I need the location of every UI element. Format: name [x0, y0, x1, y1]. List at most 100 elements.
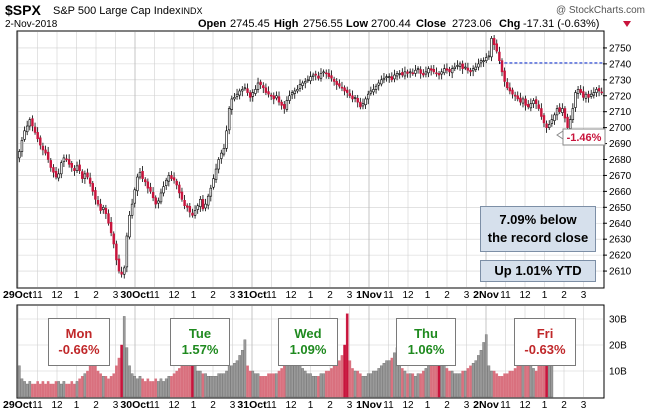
price-tick-label: 2700: [609, 123, 632, 134]
candle-body: [62, 157, 66, 163]
time-tick-label: 12: [285, 290, 297, 301]
candle-body: [327, 73, 331, 77]
volume-bar: [471, 363, 475, 398]
volume-bar: [332, 365, 336, 398]
volume-bar: [348, 360, 352, 398]
candle-body: [597, 88, 601, 92]
volume-bar: [351, 368, 354, 398]
candle-body: [574, 92, 577, 108]
candle-body: [466, 67, 470, 71]
candle-body: [563, 108, 567, 119]
volume-bar: [327, 370, 331, 398]
candle-body: [600, 91, 603, 94]
volume-bar: [143, 381, 147, 398]
candle-body: [374, 85, 378, 90]
candle-body: [527, 104, 530, 108]
volume-bar: [458, 373, 462, 398]
volume-bar: [361, 376, 365, 398]
volume-bar: [193, 365, 197, 398]
candle-body: [532, 100, 535, 105]
time-tick-label: 3: [230, 290, 236, 301]
volume-bar: [59, 383, 63, 398]
candle-body: [75, 165, 79, 171]
candle-body: [188, 206, 192, 213]
candle-body: [595, 89, 598, 93]
time-tick-label: 1: [308, 290, 314, 301]
candle-body: [133, 189, 136, 204]
volume-bar: [264, 376, 268, 398]
candle-body: [542, 115, 546, 124]
time-tick-label: 2: [444, 400, 450, 411]
candle-body: [264, 87, 268, 93]
candle-body: [338, 83, 341, 87]
ytd-note: Up 1.01% YTD: [480, 260, 596, 282]
day-change: 1.09%: [289, 342, 327, 357]
volume-bars: [17, 313, 554, 398]
candle-body: [272, 95, 275, 100]
volume-bar: [429, 363, 433, 398]
candle-body: [49, 160, 53, 168]
volume-bar: [248, 370, 252, 398]
high-label: High: [274, 18, 299, 30]
candle-body: [340, 86, 344, 89]
close-label: Close: [416, 18, 446, 30]
day-name: Mon: [65, 326, 93, 341]
candle-body: [330, 75, 333, 79]
volume-bar: [46, 381, 50, 398]
candle-body: [356, 98, 359, 103]
price-tick-label: 2680: [609, 155, 632, 166]
candle-body: [513, 94, 517, 97]
time-tick-label: 11: [149, 290, 160, 301]
pct-callout-text: -1.46%: [567, 132, 602, 144]
candle-body: [102, 207, 105, 210]
time-tick-label: 12: [51, 290, 63, 301]
candle-body: [458, 63, 462, 67]
candle-body: [456, 65, 459, 67]
candle-body: [474, 66, 477, 70]
candle-body: [193, 210, 197, 216]
volume-bar: [212, 376, 215, 398]
date-label: 2-Nov-2018: [5, 19, 58, 30]
time-tick-label: 11: [149, 400, 160, 411]
candle-body: [582, 91, 585, 98]
time-tick-label: 2: [444, 290, 450, 301]
candle-body: [25, 125, 29, 133]
volume-tick-label: 30B: [609, 315, 627, 326]
candle-body: [243, 87, 247, 90]
record-close-note-line2: the record close: [487, 230, 589, 245]
candle-body: [81, 171, 84, 179]
candle-body: [411, 72, 415, 75]
volume-axis-ticks: 10B 20B 30B: [609, 315, 627, 378]
candle-body: [91, 183, 94, 192]
volume-bar: [99, 373, 102, 398]
candle-body: [584, 93, 588, 99]
volume-bar: [442, 360, 446, 398]
volume-bar: [154, 378, 158, 398]
candle-body: [144, 179, 147, 183]
volume-bar: [170, 376, 173, 398]
candle-body: [385, 76, 388, 78]
candle-body: [39, 137, 42, 146]
volume-bar: [521, 360, 525, 398]
candle-body: [267, 91, 270, 95]
day-label-fri: Fri -0.63%: [514, 318, 576, 366]
time-tick-label: 29Oct: [3, 399, 33, 411]
candle-body: [141, 170, 144, 179]
candle-body: [199, 199, 202, 207]
candle-body: [398, 73, 401, 75]
candle-body: [259, 81, 262, 85]
candle-body: [317, 75, 320, 79]
candle-body: [220, 152, 223, 159]
time-tick-label: 2: [93, 290, 99, 301]
time-tick-label: 2: [561, 290, 567, 301]
volume-bar: [495, 373, 499, 398]
candle-body: [332, 78, 336, 82]
candle-body: [159, 192, 163, 203]
time-tick-label: 1: [308, 400, 314, 411]
volume-bar: [225, 370, 228, 398]
volume-bar: [80, 376, 84, 398]
volume-bar: [117, 357, 121, 398]
candle-body: [492, 38, 496, 46]
candle-body: [288, 95, 291, 101]
day-name: Thu: [414, 326, 438, 341]
